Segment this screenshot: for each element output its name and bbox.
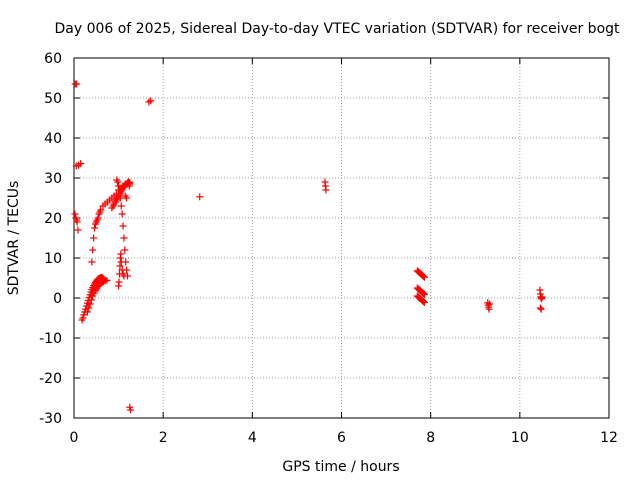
- data-point: [420, 273, 428, 281]
- y-tick-label: 40: [44, 131, 62, 147]
- y-tick-label: -20: [39, 371, 62, 387]
- x-tick-label: 2: [159, 430, 168, 446]
- data-point: [116, 194, 124, 202]
- data-point: [115, 186, 123, 194]
- data-point: [125, 182, 133, 190]
- data-point: [88, 258, 96, 266]
- data-point: [74, 226, 82, 234]
- data-point: [114, 178, 122, 186]
- data-point: [79, 314, 87, 322]
- x-tick-label: 12: [600, 430, 618, 446]
- x-tick-label: 6: [337, 430, 346, 446]
- data-point: [124, 178, 132, 186]
- data-point: [127, 406, 135, 414]
- data-point: [147, 97, 155, 105]
- data-point: [322, 186, 330, 194]
- y-tick-label: 50: [44, 91, 62, 107]
- x-tick-label: 10: [511, 430, 529, 446]
- data-point: [91, 224, 99, 232]
- data-point: [118, 266, 126, 274]
- data-point: [538, 293, 546, 301]
- data-point: [120, 234, 128, 242]
- data-point: [90, 234, 98, 242]
- data-point: [98, 278, 106, 286]
- x-axis-label: GPS time / hours: [282, 459, 399, 475]
- data-point: [117, 250, 125, 258]
- data-point: [117, 202, 125, 210]
- data-point: [486, 300, 494, 308]
- y-tick-label: -10: [39, 331, 62, 347]
- chart-title: Day 006 of 2025, Sidereal Day-to-day VTE…: [54, 21, 620, 37]
- data-point: [116, 262, 124, 270]
- x-tick-label: 0: [70, 430, 79, 446]
- data-point: [73, 218, 81, 226]
- data-point: [117, 258, 125, 266]
- data-point: [71, 210, 79, 218]
- data-point: [119, 222, 127, 230]
- data-point: [420, 272, 428, 280]
- data-point: [97, 206, 105, 214]
- data-point: [123, 194, 131, 202]
- y-tick-label: -30: [39, 411, 62, 427]
- data-point: [85, 304, 93, 312]
- data-point: [145, 98, 153, 106]
- data-point: [115, 182, 123, 190]
- data-point: [420, 298, 428, 306]
- x-tick-label: 8: [426, 430, 435, 446]
- data-point: [120, 272, 128, 280]
- y-axis-label: SDTVAR / TECUs: [6, 181, 22, 296]
- data-point: [121, 246, 129, 254]
- data-point: [73, 80, 81, 88]
- data-point: [118, 210, 126, 218]
- y-tick-label: 30: [44, 171, 62, 187]
- y-tick-label: 0: [53, 291, 62, 307]
- data-point: [420, 290, 428, 298]
- data-point: [77, 160, 85, 168]
- y-tick-label: 20: [44, 211, 62, 227]
- data-point: [537, 305, 545, 313]
- data-point: [536, 304, 544, 312]
- data-point: [420, 290, 428, 298]
- data-point: [115, 278, 123, 286]
- y-tick-label: 60: [44, 51, 62, 67]
- x-tick-label: 4: [248, 430, 257, 446]
- data-point: [103, 276, 111, 284]
- data-point: [89, 246, 97, 254]
- data-point: [94, 214, 102, 222]
- axis-ticks: 0 2 4 6 8 10 12 -30 -20 -10 0 10 20 30 40 50 60: [39, 51, 618, 446]
- grid: [74, 58, 609, 418]
- data-point: [86, 300, 94, 308]
- data-points: [71, 80, 546, 414]
- data-point: [83, 308, 91, 316]
- data-point: [196, 193, 204, 201]
- data-point: [87, 296, 95, 304]
- data-point: [420, 298, 428, 306]
- y-tick-label: 10: [44, 251, 62, 267]
